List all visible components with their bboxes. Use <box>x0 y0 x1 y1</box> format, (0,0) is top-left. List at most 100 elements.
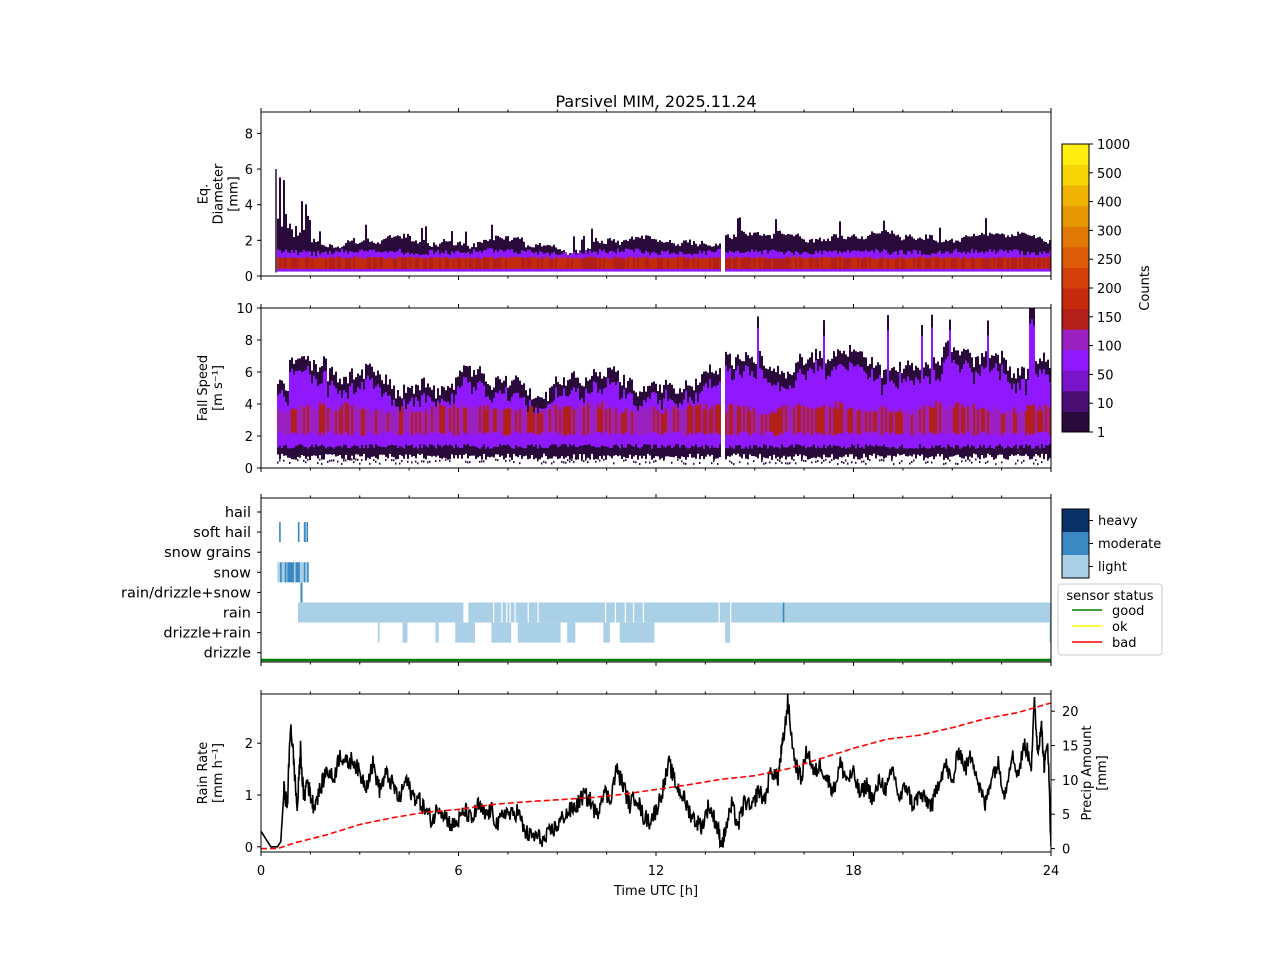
heatmap-cell <box>533 413 535 434</box>
heatmap-cell <box>1025 257 1027 269</box>
heatmap-cell <box>777 258 779 269</box>
weather-event-gap <box>527 602 529 623</box>
heatmap-cell <box>489 257 491 269</box>
heatmap-cell <box>587 402 589 434</box>
heatmap-cell <box>917 258 919 269</box>
heatmap-cell <box>351 458 353 461</box>
heatmap-cell <box>953 407 955 432</box>
heatmap-cell <box>853 257 855 269</box>
heatmap-cell <box>439 257 441 269</box>
heatmap-cell <box>385 258 387 269</box>
heatmap-cell <box>315 408 317 433</box>
heatmap-cell <box>283 257 285 269</box>
weather-event-bar <box>567 622 576 643</box>
heatmap-cell <box>281 411 283 433</box>
heatmap-cell <box>459 258 461 269</box>
heatmap-cell <box>637 256 639 269</box>
heatmap-cell <box>681 460 683 463</box>
y-tick-label: 6 <box>245 366 253 381</box>
heatmap-cell <box>497 257 499 269</box>
heatmap-cell <box>995 258 997 269</box>
heatmap-cell <box>747 405 749 434</box>
colorbar-segment <box>1062 205 1089 227</box>
heatmap-cell <box>415 412 417 434</box>
heatmap-cell <box>725 365 727 449</box>
heatmap-cell <box>785 257 787 269</box>
heatmap-cell <box>1021 461 1023 464</box>
fall-speed-heatmap <box>277 308 1051 466</box>
heatmap-cell <box>289 371 291 449</box>
heatmap-cell <box>589 408 591 434</box>
category-label: soft hail <box>193 525 251 541</box>
heatmap-cell <box>373 459 375 462</box>
heatmap-cell <box>399 257 401 269</box>
heatmap-cell <box>383 258 385 269</box>
heatmap-cell <box>389 413 391 432</box>
heatmap-cell <box>567 256 569 269</box>
heatmap-cell <box>753 257 755 269</box>
heatmap-cell <box>615 407 617 434</box>
heatmap-cell <box>533 256 535 269</box>
heatmap-cell <box>955 462 957 465</box>
heatmap-cell <box>521 410 523 433</box>
heatmap-cell <box>905 258 907 269</box>
heatmap-cell <box>455 257 457 269</box>
heatmap-cell <box>279 177 281 272</box>
heatmap-cell <box>653 406 655 432</box>
heatmap-cell <box>353 408 355 433</box>
heatmap-cell <box>343 459 345 462</box>
heatmap-cell <box>785 404 787 432</box>
heatmap-cell <box>289 410 291 436</box>
x-tick-label: 0 <box>257 864 265 879</box>
heatmap-cell <box>549 259 551 269</box>
heatmap-cell <box>421 258 423 269</box>
heatmap-cell <box>759 368 761 447</box>
heatmap-cell <box>1015 413 1017 434</box>
heatmap-cell <box>957 463 959 466</box>
heatmap-cell <box>837 409 839 434</box>
heatmap-cell <box>649 406 651 433</box>
heatmap-cell <box>909 412 911 434</box>
heatmap-cell <box>1043 405 1045 433</box>
heatmap-cell <box>931 327 933 446</box>
heatmap-cell <box>997 257 999 269</box>
rain-rate-y-label: Rain Rate[mm h⁻¹] <box>196 742 226 805</box>
weather-event-bar <box>284 562 287 583</box>
heatmap-cell <box>627 407 629 432</box>
heatmap-cell <box>823 459 825 462</box>
heatmap-cell <box>685 258 687 269</box>
heatmap-cell <box>1013 257 1015 269</box>
heatmap-cell <box>551 404 553 432</box>
heatmap-cell <box>775 258 777 269</box>
heatmap-cell <box>855 365 857 449</box>
heatmap-cell <box>881 256 883 269</box>
heatmap-cell <box>1041 257 1043 269</box>
heatmap-cell <box>771 410 773 432</box>
heatmap-cell <box>547 404 549 435</box>
heatmap-cell <box>451 407 453 433</box>
heatmap-cell <box>339 256 341 269</box>
heatmap-cell <box>985 408 987 436</box>
heatmap-cell <box>953 360 955 449</box>
heatmap-cell <box>757 231 759 272</box>
heatmap-cell <box>347 257 349 269</box>
heatmap-cell <box>743 231 745 272</box>
heatmap-cell <box>583 236 585 272</box>
diameter-y-label: Eq.Diameter[mm] <box>197 163 242 224</box>
heatmap-cell <box>771 258 773 269</box>
heatmap-cell <box>707 258 709 269</box>
heatmap-cell <box>1017 459 1019 462</box>
heatmap-cell <box>327 257 329 269</box>
heatmap-cell <box>1035 256 1037 269</box>
heatmap-cell <box>795 462 797 465</box>
heatmap-cell <box>281 258 283 269</box>
heatmap-cell <box>857 257 859 269</box>
heatmap-cell <box>789 404 791 432</box>
heatmap-cell <box>585 404 587 435</box>
heatmap-cell <box>391 409 393 434</box>
heatmap-cell <box>709 409 711 434</box>
heatmap-cell <box>519 462 521 465</box>
heatmap-cell <box>677 409 679 432</box>
heatmap-cell <box>977 409 979 435</box>
heatmap-cell <box>487 404 489 433</box>
